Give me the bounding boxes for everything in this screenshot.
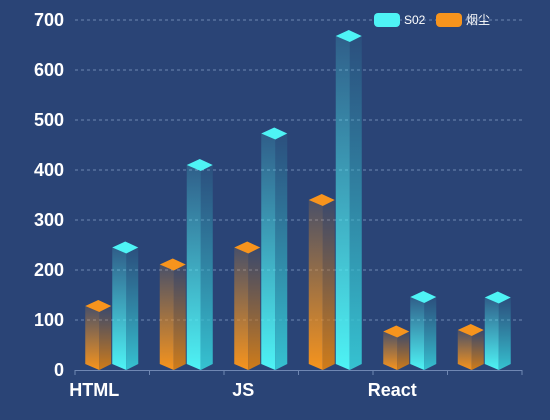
bar-smoke bbox=[85, 300, 112, 370]
bar-face-right bbox=[424, 297, 437, 370]
bar-top-cap bbox=[484, 291, 511, 304]
y-tick-label: 0 bbox=[54, 360, 64, 380]
bar-face-right bbox=[397, 331, 410, 370]
bar-s02 bbox=[335, 30, 362, 370]
x-tick-label: JS bbox=[232, 380, 254, 400]
bar-smoke bbox=[234, 241, 261, 370]
bar-face-left bbox=[85, 306, 100, 370]
x-tick-label: React bbox=[368, 380, 417, 400]
legend-label: S02 bbox=[404, 13, 426, 27]
bar-top-cap bbox=[261, 127, 288, 140]
bar-face-right bbox=[126, 247, 139, 370]
legend-swatch bbox=[374, 13, 400, 27]
y-tick-label: 500 bbox=[34, 110, 64, 130]
bar-face-right bbox=[498, 297, 511, 370]
y-tick-label: 100 bbox=[34, 310, 64, 330]
y-tick-label: 200 bbox=[34, 260, 64, 280]
y-axis: 0 100 200 300 400 500 600 700 bbox=[34, 10, 64, 380]
grid-lines bbox=[75, 19, 522, 321]
bars bbox=[85, 30, 511, 370]
bar-smoke bbox=[457, 324, 484, 370]
bar-top-cap bbox=[457, 324, 484, 336]
bar-face-left bbox=[234, 247, 249, 370]
bar-face-right bbox=[173, 264, 186, 370]
bar-face-right bbox=[349, 36, 362, 370]
bar-face-left bbox=[186, 165, 201, 370]
bar-s02 bbox=[112, 241, 139, 370]
bar-face-right bbox=[471, 330, 484, 370]
bar-face-right bbox=[248, 247, 261, 370]
bar-face-left bbox=[308, 200, 323, 370]
legend-label: 烟尘 bbox=[466, 13, 490, 27]
bar-face-right bbox=[275, 133, 288, 370]
bar-face-left bbox=[457, 330, 472, 370]
bar-top-cap bbox=[112, 241, 139, 254]
x-axis: HTML JS React bbox=[69, 370, 523, 400]
legend-swatch bbox=[436, 13, 462, 27]
bar-face-right bbox=[200, 165, 213, 370]
bar-s02 bbox=[261, 127, 288, 370]
bar-smoke bbox=[308, 194, 335, 370]
y-tick-label: 300 bbox=[34, 210, 64, 230]
bar-top-cap bbox=[383, 325, 410, 338]
y-tick-label: 400 bbox=[34, 160, 64, 180]
bar-face-left bbox=[410, 297, 425, 370]
bar-top-cap bbox=[234, 241, 261, 254]
bar-top-cap bbox=[159, 258, 186, 271]
bar-face-right bbox=[322, 200, 335, 370]
bar-face-left bbox=[484, 297, 499, 370]
bar-face-left bbox=[261, 133, 276, 370]
y-tick-label: 700 bbox=[34, 10, 64, 30]
bar-top-cap bbox=[308, 194, 335, 206]
bar-top-cap bbox=[85, 300, 112, 312]
bar-face-left bbox=[335, 36, 350, 370]
bar-s02 bbox=[410, 291, 437, 370]
bar-face-right bbox=[99, 306, 112, 370]
y-tick-label: 600 bbox=[34, 60, 64, 80]
bar-top-cap bbox=[335, 30, 362, 42]
bar-top-cap bbox=[186, 159, 213, 171]
bar-s02 bbox=[484, 291, 511, 370]
legend: S02 烟尘 bbox=[374, 13, 490, 27]
bar-face-left bbox=[383, 331, 398, 370]
bar-smoke bbox=[159, 258, 186, 370]
bar-face-left bbox=[159, 264, 174, 370]
bar-s02 bbox=[186, 159, 213, 370]
bar-top-cap bbox=[410, 291, 437, 303]
x-tick-label: HTML bbox=[69, 380, 119, 400]
bar-smoke bbox=[383, 325, 410, 370]
bar-face-left bbox=[112, 247, 127, 370]
